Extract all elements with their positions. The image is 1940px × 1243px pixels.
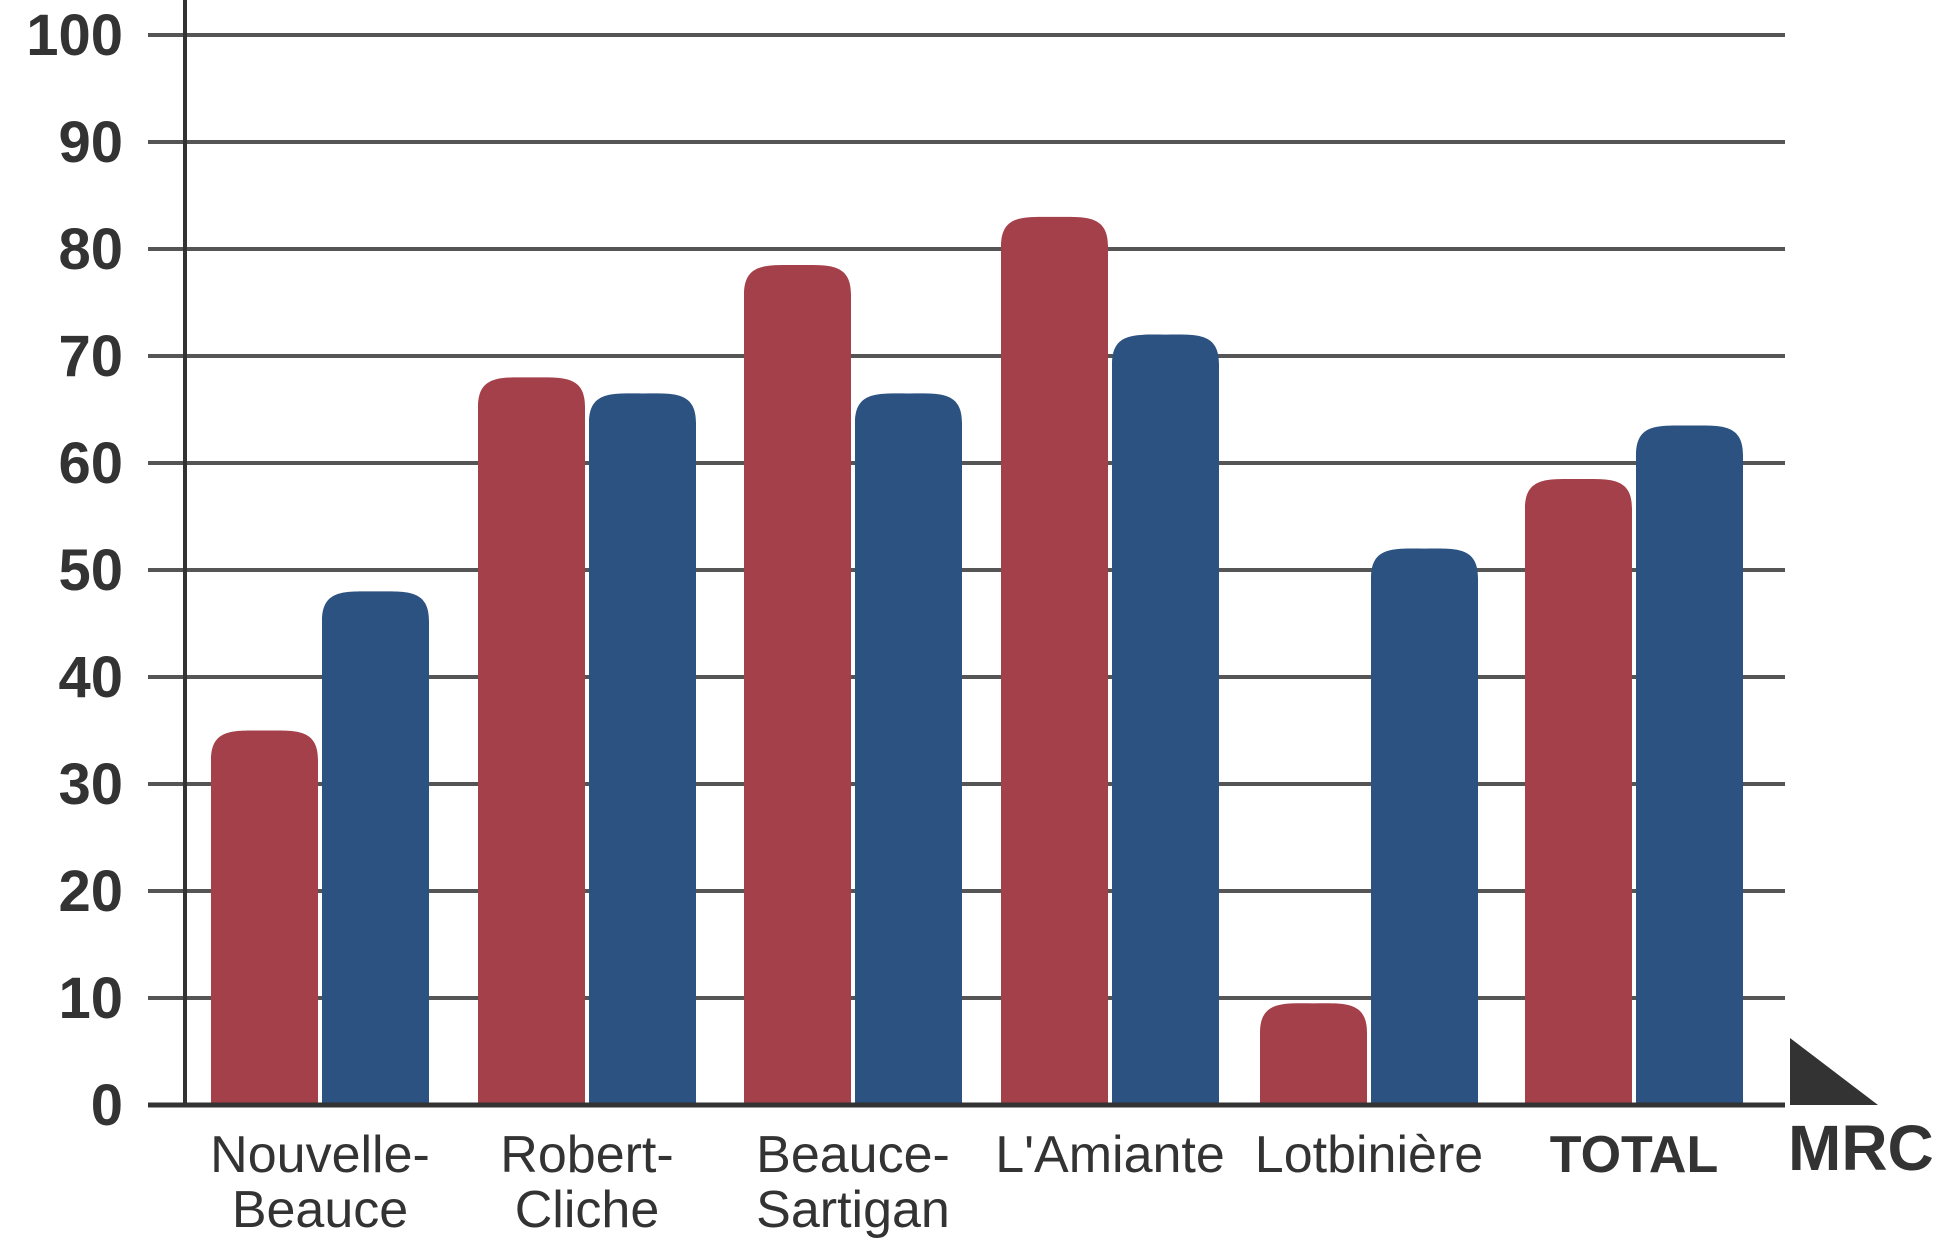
x-axis-categories: Nouvelle-Beauce Robert-Cliche Beauce-Sarti… — [210, 1126, 1718, 1239]
y-axis-ticks: 0 10 20 30 40 50 60 70 80 90 100 — [26, 3, 123, 1138]
x-category-label: Robert- — [500, 1126, 673, 1184]
x-category-label: Beauce — [232, 1181, 408, 1239]
bar-series1-cat3 — [744, 264, 851, 1106]
y-tick-label: 80 — [58, 217, 123, 282]
y-tick-label: 10 — [58, 966, 123, 1031]
bar-series1-cat1 — [211, 730, 318, 1105]
y-tick-label: 0 — [91, 1073, 123, 1138]
x-category-label: Beauce- — [756, 1126, 950, 1184]
bar-series2-cat2 — [589, 393, 696, 1106]
bars — [211, 216, 1743, 1106]
y-tick-label: 100 — [26, 3, 123, 68]
bar-series2-cat1 — [322, 591, 429, 1105]
bar-series1-cat4 — [1001, 216, 1108, 1105]
y-tick-label: 90 — [58, 110, 123, 175]
bar-series1-cat5 — [1260, 1003, 1367, 1105]
x-axis-label: MRC — [1788, 1112, 1934, 1184]
y-tick-label: 60 — [58, 431, 123, 496]
x-category-label: Sartigan — [756, 1181, 950, 1239]
x-category-label: L'Amiante — [995, 1126, 1225, 1184]
x-category-label: TOTAL — [1550, 1126, 1719, 1184]
x-category-label: Lotbinière — [1255, 1126, 1483, 1184]
bar-series2-cat3 — [855, 393, 962, 1106]
y-tick-label: 30 — [58, 752, 123, 817]
y-tick-label: 50 — [58, 538, 123, 603]
x-category-label: Nouvelle- — [210, 1126, 430, 1184]
bar-series2-cat4 — [1112, 334, 1219, 1105]
bar-series1-cat6 — [1525, 478, 1632, 1106]
x-category-label: Cliche — [515, 1181, 660, 1239]
x-axis-arrow-icon — [1790, 1038, 1878, 1105]
bar-series2-cat6 — [1636, 425, 1743, 1106]
axes — [148, 0, 1785, 1108]
y-tick-label: 70 — [58, 324, 123, 389]
y-tick-label: 40 — [58, 645, 123, 710]
x-axis-title: MRC — [1788, 1038, 1934, 1184]
bar-series2-cat5 — [1371, 548, 1478, 1105]
bar-series1-cat2 — [478, 377, 585, 1105]
y-tick-label: 20 — [58, 859, 123, 924]
